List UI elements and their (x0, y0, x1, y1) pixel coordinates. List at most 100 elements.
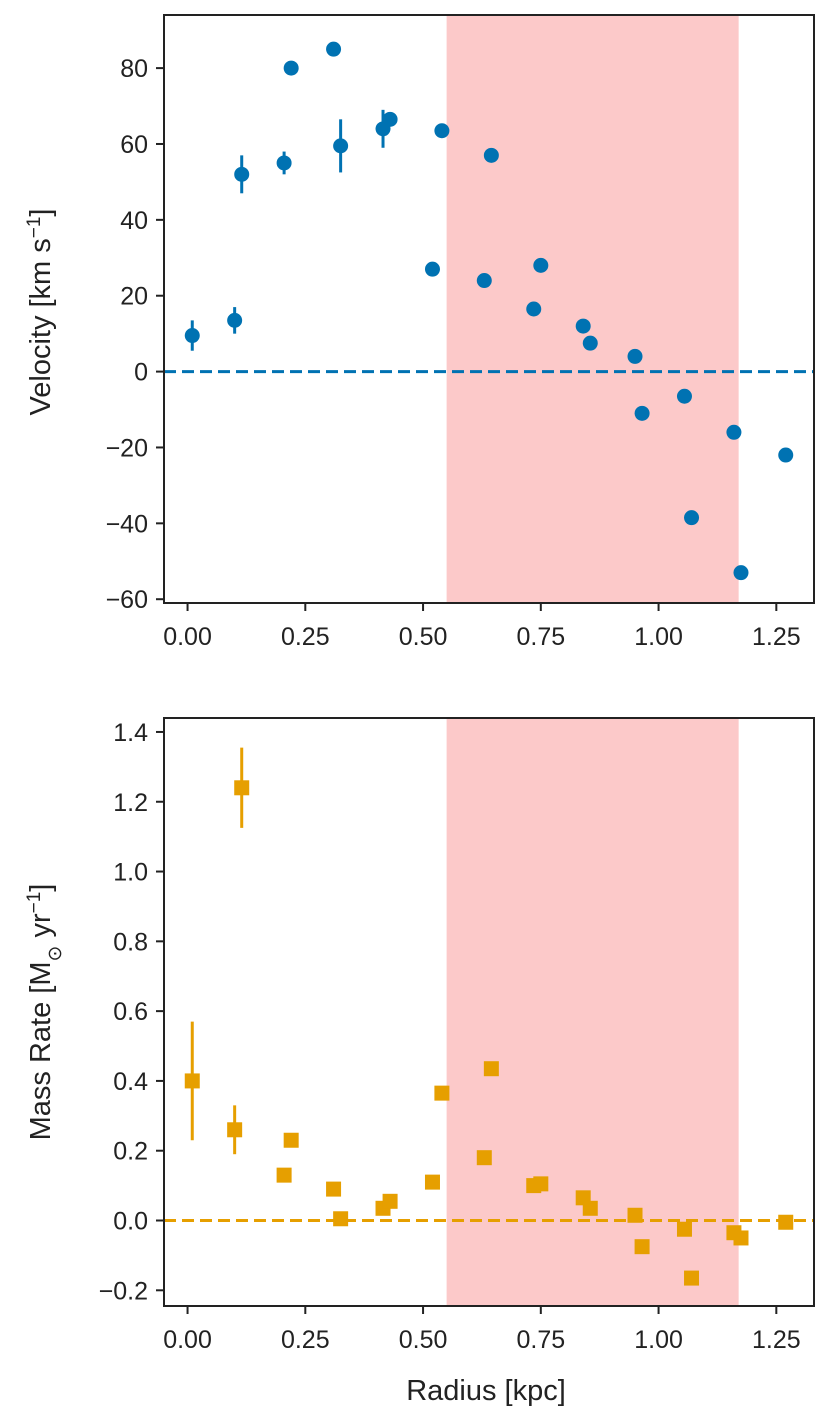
data-point (733, 565, 749, 581)
data-point (434, 123, 450, 139)
y-axis-label-text: ] (25, 208, 57, 216)
plot-area (164, 718, 814, 1306)
point-marker (382, 111, 398, 127)
point-marker (676, 388, 692, 404)
data-point (276, 1167, 292, 1183)
data-point (184, 1021, 200, 1141)
y-axis-label: Mass Rate [M⊙ yr−1] (24, 884, 66, 1141)
data-point (483, 1061, 499, 1077)
point-marker (234, 780, 250, 796)
x-tick-label: 0.50 (399, 623, 448, 651)
y-tick-label: 1.4 (113, 719, 148, 747)
x-axis-label: Radius [kpc] (406, 1375, 566, 1407)
y-tick-label: 0 (134, 359, 148, 387)
point-marker (184, 1073, 200, 1089)
y-tick-label: 60 (120, 131, 148, 159)
x-tick-label: 0.50 (399, 1326, 448, 1354)
point-marker (434, 123, 450, 139)
point-marker (634, 405, 650, 421)
mass-rate-panel: 0.00 0.25 0.50 0.75 1.00 1.25 −0.2 0.0 0.2 0.4 0.6… (24, 717, 815, 1407)
x-tick-label: 0.75 (516, 1326, 565, 1354)
point-marker (382, 1193, 398, 1209)
x-tick-label: 0.00 (163, 1326, 212, 1354)
data-point (424, 1174, 440, 1190)
data-point (582, 335, 598, 351)
point-marker (634, 1239, 650, 1255)
y-tick-label: 40 (120, 207, 148, 235)
y-tick-label: 1.2 (113, 789, 148, 817)
data-point (476, 1150, 492, 1166)
point-marker (627, 1207, 643, 1223)
x-tick-label: 0.25 (281, 1326, 330, 1354)
x-tick-label: 0.00 (163, 623, 212, 651)
data-point (276, 151, 292, 175)
data-point (326, 41, 342, 57)
x-tick-label: 1.25 (752, 623, 801, 651)
point-marker (333, 1211, 349, 1227)
y-tick-label: 0.0 (113, 1208, 148, 1236)
y-axis-label-text: ] (25, 884, 57, 892)
point-marker (526, 301, 542, 317)
x-tick-label: 1.00 (634, 623, 683, 651)
point-marker (684, 1270, 700, 1286)
data-point (333, 119, 349, 173)
y-tick-label: 0.2 (113, 1138, 148, 1166)
data-point (733, 1230, 749, 1246)
data-point (684, 1270, 700, 1286)
data-point (634, 405, 650, 421)
point-marker (582, 335, 598, 351)
y-tick-label: 0.8 (113, 928, 148, 956)
data-point (726, 424, 742, 440)
data-point (434, 1085, 450, 1101)
point-marker (627, 348, 643, 364)
point-marker (283, 1132, 299, 1148)
data-point (533, 1176, 549, 1192)
point-marker (533, 1176, 549, 1192)
point-marker (733, 565, 749, 581)
data-point (483, 147, 499, 163)
y-tick-label: −20 (106, 434, 148, 462)
point-marker (726, 424, 742, 440)
shaded-region (446, 15, 739, 603)
point-marker (483, 147, 499, 163)
data-point (382, 1193, 398, 1209)
y-tick-label: 1.0 (113, 859, 148, 887)
data-point (778, 447, 794, 463)
point-marker (227, 1122, 243, 1138)
velocity-panel: 0.00 0.25 0.50 0.75 1.00 1.25 −60 −40 −20 0 20 40 60… (24, 14, 815, 651)
shaded-region (446, 718, 739, 1306)
data-point (582, 1200, 598, 1216)
data-point (424, 261, 440, 277)
x-tick-label: 1.00 (634, 1326, 683, 1354)
data-point (476, 273, 492, 289)
point-marker (476, 1150, 492, 1166)
point-marker (483, 1061, 499, 1077)
y-tick-label: −40 (106, 510, 148, 538)
x-tick-label: 1.25 (752, 1326, 801, 1354)
point-marker (326, 41, 342, 57)
point-marker (676, 1221, 692, 1237)
point-marker (184, 328, 200, 344)
data-point (627, 1207, 643, 1223)
point-marker (227, 312, 243, 328)
y-tick-label: 80 (120, 55, 148, 83)
data-point (333, 1211, 349, 1227)
data-point (526, 301, 542, 317)
axes-frame (163, 14, 815, 604)
point-marker (276, 1167, 292, 1183)
y-tick-label: 20 (120, 283, 148, 311)
plot-area (164, 15, 814, 603)
y-tick-label: −0.2 (99, 1277, 148, 1305)
data-point (676, 1221, 692, 1237)
y-axis-label-text: Mass Rate [M (25, 962, 57, 1141)
y-axis-label-text: yr (25, 913, 57, 946)
point-marker (326, 1181, 342, 1197)
y-axis-label-superscript: −1 (24, 217, 45, 239)
data-point (227, 307, 243, 334)
y-tick-label: −60 (106, 586, 148, 614)
point-marker (333, 138, 349, 154)
point-marker (684, 510, 700, 526)
data-point (382, 111, 398, 127)
point-marker (733, 1230, 749, 1246)
point-marker (582, 1200, 598, 1216)
